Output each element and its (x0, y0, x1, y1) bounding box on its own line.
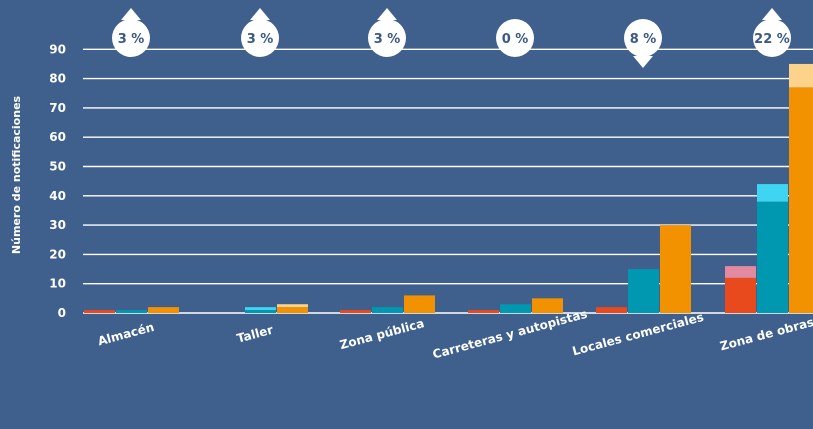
bar-teal (628, 269, 659, 313)
percent-badge: 3 % (112, 8, 150, 57)
y-tick-label: 50 (49, 160, 66, 174)
y-tick-label: 60 (49, 130, 66, 144)
badge-circle (753, 19, 791, 57)
bar-orange (660, 225, 691, 313)
x-category-label: Carreteras y autopistas (431, 307, 589, 362)
bar-red (596, 307, 627, 313)
arrow-up-icon (762, 8, 782, 20)
bar-teal (372, 307, 403, 313)
y-axis-ticks: 0 10 20 30 40 50 60 70 80 90 (49, 42, 66, 320)
bar-teal (245, 310, 276, 313)
badge-label: 3 % (118, 32, 145, 47)
badge-circle (496, 19, 534, 57)
arrow-down-icon (633, 56, 653, 68)
bar-teal-top (757, 184, 788, 202)
bar-red (468, 310, 499, 313)
bar-orange (277, 307, 308, 313)
x-category-label: Zona de obras (718, 315, 813, 354)
badge-label: 0 % (502, 32, 529, 47)
percent-badge: 3 % (241, 8, 279, 57)
bar-orange (789, 87, 813, 313)
gridlines (83, 48, 813, 314)
y-tick-label: 80 (49, 72, 66, 86)
y-tick-label: 0 (58, 306, 66, 320)
badge-circle (241, 19, 279, 57)
bar-orange (532, 298, 563, 313)
bar-orange-top (277, 304, 308, 308)
y-tick-label: 90 (49, 42, 66, 56)
bar-orange (148, 307, 179, 313)
y-tick-label: 10 (49, 277, 66, 291)
badge-circle (624, 19, 662, 57)
bar-teal (500, 304, 531, 313)
arrow-up-icon (250, 8, 270, 20)
x-category-label: Taller (235, 323, 274, 346)
percent-badge: 3 % (368, 8, 406, 57)
bar-red (340, 310, 371, 313)
bar-red (84, 310, 115, 313)
badge-circle (368, 19, 406, 57)
badge-label: 3 % (374, 32, 401, 47)
bar-red-top (725, 266, 756, 278)
bar-orange (404, 295, 435, 313)
bar-teal-top (245, 307, 276, 311)
y-tick-label: 30 (49, 218, 66, 232)
bar-teal (757, 201, 788, 313)
x-category-label: Locales comerciales (571, 310, 705, 359)
y-tick-label: 20 (49, 247, 66, 261)
badge-label: 3 % (247, 32, 274, 47)
x-category-label: Zona pública (338, 316, 426, 352)
arrow-up-icon (377, 8, 397, 20)
percent-badge: 8 % (624, 19, 662, 68)
badge-circle (112, 19, 150, 57)
bars (84, 63, 813, 313)
badge-label: 8 % (630, 32, 657, 47)
percent-badge: 22 % (753, 8, 791, 57)
x-category-label: Almacén (96, 320, 155, 348)
percent-badge: 0 % (496, 19, 534, 57)
arrow-up-icon (121, 8, 141, 20)
bar-teal (116, 310, 147, 313)
x-axis-labels: Almacén Taller Zona pública Carreteras y au… (96, 307, 813, 362)
y-tick-label: 40 (49, 189, 66, 203)
y-axis-label: Número de notificaciones (10, 95, 23, 254)
percent-badges: 3 % 3 % 3 % 0 % 8 % 22 % (112, 8, 791, 68)
bar-orange-top (789, 63, 813, 88)
badge-label: 22 % (754, 32, 790, 47)
bar-red (725, 277, 756, 313)
y-tick-label: 70 (49, 101, 66, 115)
